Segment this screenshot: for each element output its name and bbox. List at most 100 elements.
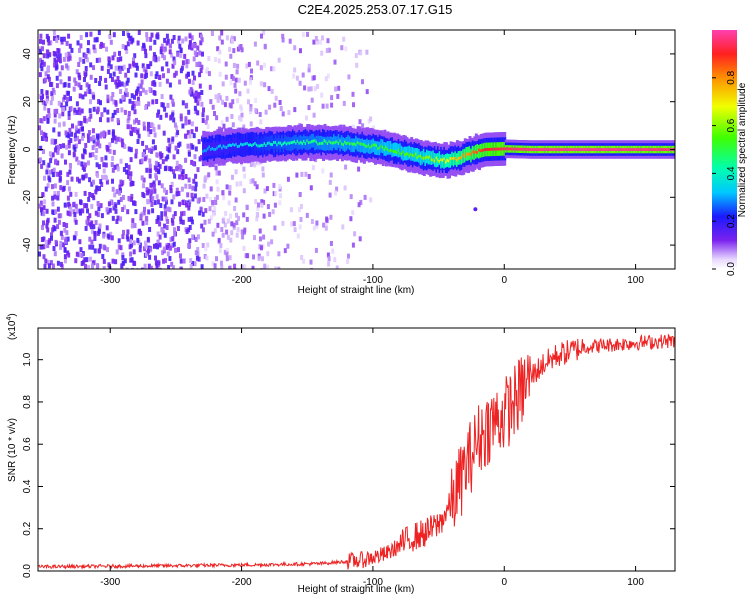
- ridge-cell: [544, 148, 548, 151]
- noise-speck: [138, 247, 142, 253]
- colorbar-tick-label: 0.2: [726, 214, 737, 228]
- ridge-cell: [422, 148, 426, 163]
- noise-speck: [112, 99, 116, 105]
- noise-speck: [324, 76, 328, 82]
- noise-speck: [119, 216, 123, 222]
- noise-speck: [255, 211, 259, 217]
- noise-speck: [121, 142, 124, 148]
- noise-speck: [132, 200, 135, 206]
- ridge-cell: [548, 148, 552, 151]
- noise-speck: [186, 130, 190, 136]
- ridge-cell: [230, 144, 234, 147]
- ridge-cell: [238, 144, 242, 148]
- noise-speck: [98, 81, 102, 86]
- noise-speck: [148, 158, 152, 164]
- noise-speck: [267, 241, 271, 247]
- noise-speck: [82, 52, 86, 58]
- ridge-cell: [528, 148, 532, 151]
- noise-speck: [67, 133, 71, 139]
- noise-speck: [358, 119, 362, 125]
- noise-speck: [116, 136, 120, 142]
- noise-speck: [46, 243, 50, 249]
- noise-speck: [53, 109, 57, 115]
- y-tick-label: 0.4: [22, 479, 33, 493]
- noise-speck: [151, 267, 155, 269]
- noise-speck: [176, 149, 180, 155]
- ridge-cell: [561, 148, 565, 151]
- noise-speck: [225, 229, 229, 235]
- ridge-cell: [438, 151, 442, 165]
- noise-speck: [150, 32, 154, 38]
- ridge-cell: [468, 152, 472, 156]
- ridge-cell: [531, 148, 535, 151]
- noise-speck: [127, 32, 131, 38]
- noise-speck: [48, 169, 52, 175]
- noise-speck: [119, 245, 123, 251]
- ridge-cell: [381, 145, 385, 149]
- noise-speck: [116, 57, 120, 63]
- noise-speck: [79, 85, 83, 90]
- noise-speck: [228, 102, 232, 108]
- ridge-cell: [634, 148, 637, 151]
- noise-speck: [84, 66, 88, 71]
- noise-speck: [40, 136, 44, 141]
- noise-speck: [236, 98, 240, 104]
- ridge-cell: [432, 150, 436, 165]
- noise-speck: [166, 219, 170, 224]
- noise-speck: [89, 31, 93, 37]
- noise-speck: [111, 77, 114, 82]
- noise-speck: [199, 206, 203, 212]
- noise-speck: [335, 265, 339, 269]
- noise-speck: [140, 175, 144, 181]
- noise-speck: [255, 216, 259, 222]
- noise-speck: [49, 158, 53, 164]
- noise-speck: [315, 39, 319, 45]
- noise-speck: [88, 152, 92, 158]
- noise-speck: [147, 131, 151, 137]
- noise-speck: [196, 247, 200, 252]
- colorbar: 0.00.20.40.60.8 Normalized spectral ampl…: [712, 30, 748, 276]
- noise-speck: [190, 88, 194, 94]
- noise-speck: [196, 167, 200, 173]
- ridge-cell: [635, 148, 639, 151]
- noise-speck: [157, 169, 161, 175]
- noise-speck: [50, 138, 54, 144]
- ridge-cell: [474, 150, 478, 154]
- noise-speck: [194, 92, 198, 98]
- noise-speck: [191, 80, 195, 85]
- noise-speck: [142, 210, 146, 216]
- noise-speck: [145, 187, 149, 193]
- noise-speck: [172, 241, 176, 247]
- noise-speck: [257, 160, 261, 166]
- noise-speck: [303, 85, 307, 91]
- noise-speck: [128, 36, 132, 41]
- noise-speck: [91, 260, 95, 266]
- ridge-cell: [254, 142, 258, 145]
- noise-speck: [55, 171, 59, 177]
- noise-speck: [58, 143, 62, 149]
- noise-speck: [108, 34, 112, 40]
- ridge-cell: [281, 135, 284, 149]
- ridge-cell: [366, 145, 370, 148]
- noise-speck: [251, 160, 255, 166]
- noise-speck: [104, 162, 108, 168]
- noise-speck: [44, 239, 48, 245]
- noise-speck: [242, 212, 246, 218]
- noise-speck: [286, 243, 290, 249]
- noise-speck: [155, 264, 159, 269]
- ridge-cell: [260, 136, 264, 151]
- noise-speck: [119, 158, 123, 164]
- noise-speck: [68, 169, 72, 175]
- noise-speck: [180, 186, 184, 192]
- noise-speck: [111, 178, 114, 184]
- noise-speck: [231, 75, 235, 81]
- noise-speck: [218, 248, 222, 254]
- noise-speck: [53, 191, 57, 196]
- noise-speck: [156, 112, 160, 118]
- noise-speck: [188, 40, 192, 45]
- noise-speck: [133, 128, 137, 133]
- ridge-cell: [589, 148, 593, 151]
- noise-speck: [112, 149, 116, 155]
- noise-speck: [281, 111, 285, 117]
- ridge-cell: [444, 160, 448, 164]
